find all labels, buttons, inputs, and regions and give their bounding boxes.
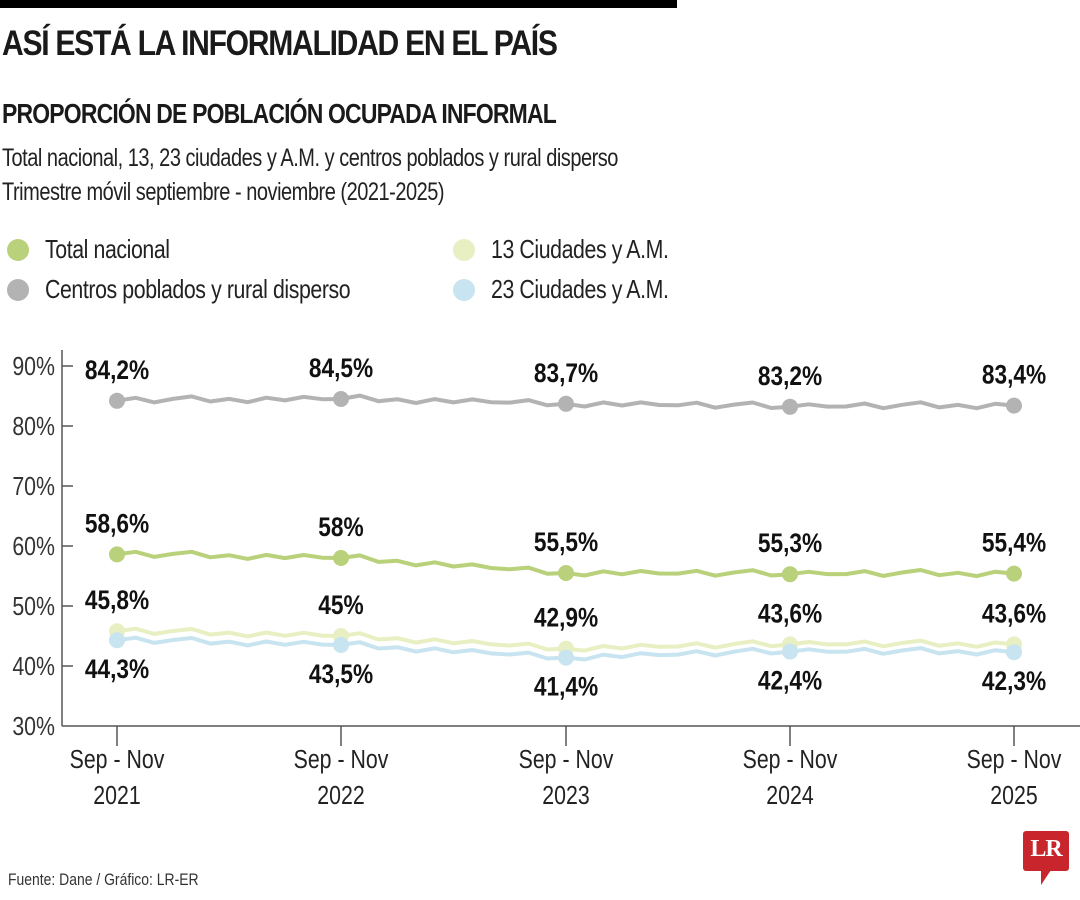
data-point: [109, 546, 125, 563]
data-point: [109, 623, 125, 640]
legend-item-centros-poblados: Centros poblados y rural disperso: [7, 274, 417, 305]
lr-logo: LR: [1023, 831, 1069, 885]
legend-dot-icon: [453, 238, 475, 261]
legend-label: Total nacional: [45, 234, 170, 264]
chart-subtitle: PROPORCIÓN DE POBLACIÓN OCUPADA INFORMAL: [2, 98, 557, 129]
data-label: 41,4%: [534, 672, 598, 702]
x-tick-label: Sep - Nov: [519, 745, 614, 775]
y-tick-label: 90%: [12, 352, 55, 382]
data-label: 44,3%: [85, 654, 149, 684]
data-label: 43,6%: [758, 599, 822, 629]
x-tick-label: 2022: [317, 781, 364, 811]
x-tick-label: 2025: [990, 781, 1037, 811]
data-label: 58,6%: [85, 509, 149, 539]
y-tick-label: 50%: [12, 592, 55, 622]
data-label: 42,4%: [758, 666, 822, 696]
y-tick-label: 70%: [12, 472, 55, 502]
y-tick-label: 30%: [12, 712, 55, 742]
data-point: [109, 632, 125, 649]
data-label: 83,7%: [534, 358, 598, 388]
legend-label: Centros poblados y rural disperso: [45, 274, 351, 304]
data-point: [558, 649, 574, 666]
data-point: [1006, 397, 1022, 414]
data-point: [558, 395, 574, 412]
data-point: [333, 391, 349, 407]
y-tick-label: 60%: [12, 532, 55, 562]
y-tick-label: 80%: [12, 412, 55, 442]
series-line: [116, 393, 1015, 411]
data-label: 43,5%: [309, 659, 373, 689]
data-point: [558, 640, 574, 657]
x-tick-label: 2023: [542, 781, 589, 811]
data-label: 42,3%: [982, 666, 1046, 696]
data-point: [782, 643, 798, 660]
legend-label: 23 Ciudades y A.M.: [491, 274, 669, 304]
legend-dot-icon: [7, 278, 29, 301]
legend-dot-icon: [453, 278, 475, 301]
data-label: 58%: [318, 512, 363, 542]
data-point: [782, 636, 798, 653]
data-label: 55,5%: [534, 527, 598, 557]
data-point: [782, 566, 798, 583]
x-tick-label: Sep - Nov: [967, 745, 1062, 775]
data-label: 84,2%: [85, 355, 149, 385]
data-point: [782, 398, 798, 415]
data-label: 42,9%: [534, 603, 598, 633]
data-label: 43,6%: [982, 599, 1046, 629]
legend-item-total-nacional: Total nacional: [7, 234, 197, 265]
data-label: 83,4%: [982, 360, 1046, 390]
x-tick-label: 2021: [93, 781, 140, 811]
data-point: [558, 565, 574, 581]
data-label: 55,3%: [758, 528, 822, 558]
legend-dot-icon: [7, 238, 29, 261]
data-label: 45%: [318, 590, 363, 620]
series-line: [116, 549, 1015, 579]
page-title: ASÍ ESTÁ LA INFORMALIDAD EN EL PAÍS: [2, 24, 558, 63]
y-tick-label: 40%: [12, 652, 55, 682]
data-label: 55,4%: [982, 528, 1046, 558]
x-tick-label: Sep - Nov: [70, 745, 165, 775]
data-point: [1006, 636, 1022, 653]
data-point: [333, 637, 349, 653]
data-label: 83,2%: [758, 361, 822, 391]
data-point: [333, 550, 349, 566]
x-tick-label: Sep - Nov: [743, 745, 838, 775]
legend-label: 13 Ciudades y A.M.: [491, 234, 669, 264]
source-note: Fuente: Dane / Gráfico: LR-ER: [8, 870, 199, 889]
data-point: [1006, 644, 1022, 661]
legend-item-23-ciudades: 23 Ciudades y A.M.: [453, 274, 707, 305]
data-label: 84,5%: [309, 353, 373, 383]
chart-description-line1: Total nacional, 13, 23 ciudades y A.M. y…: [2, 144, 618, 172]
data-point: [1006, 565, 1022, 582]
data-point: [333, 628, 349, 644]
x-tick-label: Sep - Nov: [294, 745, 389, 775]
data-point: [109, 392, 125, 409]
chart-description-line2: Trimestre móvil septiembre - noviembre (…: [2, 178, 445, 206]
legend-item-13-ciudades: 13 Ciudades y A.M.: [453, 234, 707, 265]
series-line: [116, 626, 1015, 653]
x-tick-label: 2024: [766, 781, 813, 811]
data-label: 45,8%: [85, 585, 149, 615]
logo-text: LR: [1030, 836, 1062, 862]
series-line: [116, 635, 1015, 662]
top-bar: [0, 0, 677, 8]
